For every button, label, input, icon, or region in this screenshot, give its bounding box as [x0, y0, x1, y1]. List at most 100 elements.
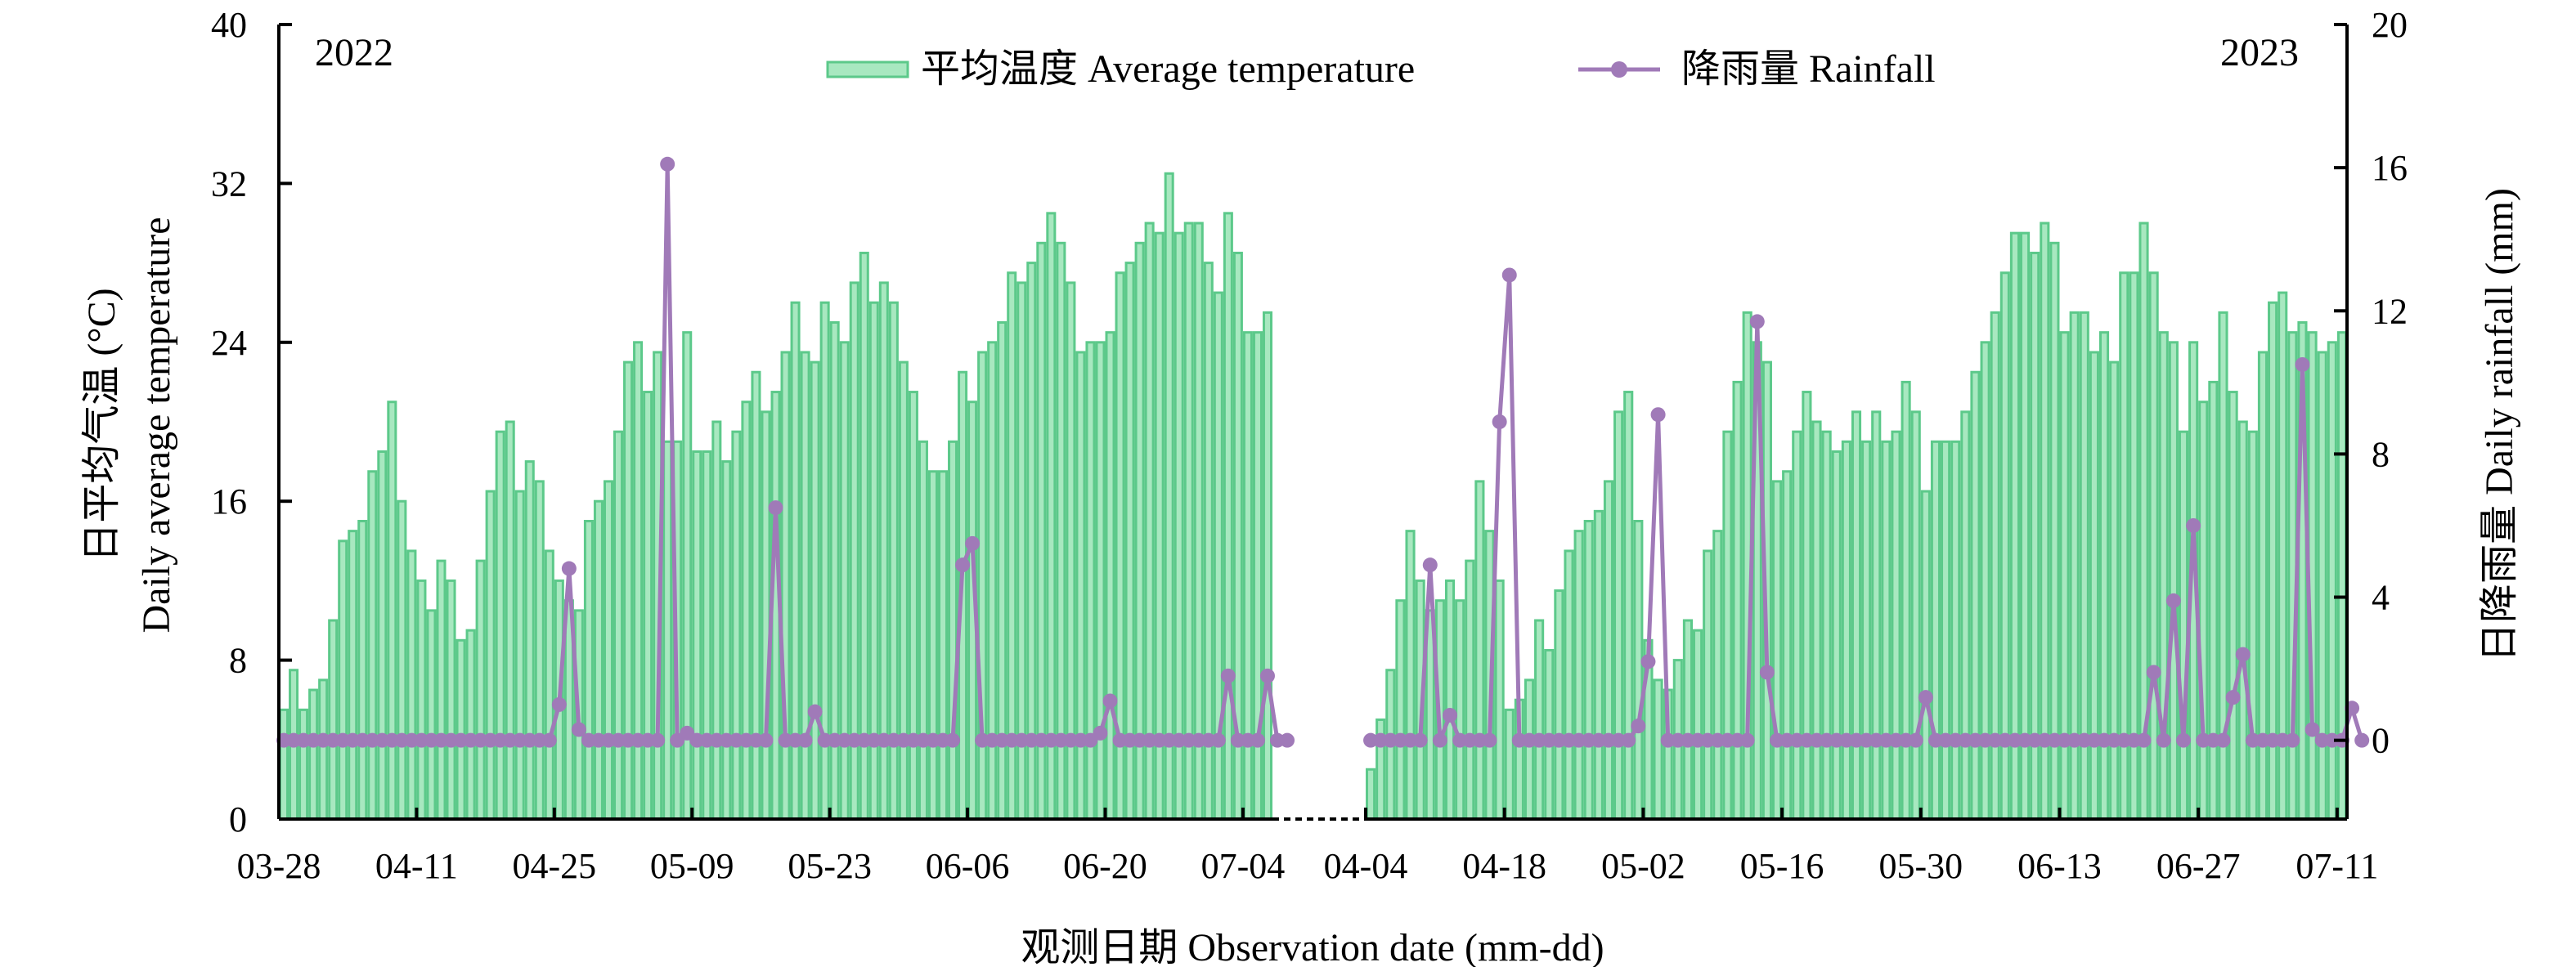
rainfall-point-2022-38 [650, 732, 666, 748]
temperature-bar-2022-0 [279, 708, 289, 821]
temperature-bar-2022-9 [367, 470, 378, 821]
rainfall-point-2022-30 [571, 722, 586, 737]
left-y-tick-label-1: 8 [229, 641, 247, 681]
rainfall-point-2022-69 [955, 557, 971, 573]
temperature-bar-2023-51 [1871, 410, 1882, 821]
temperature-bar-2022-48 [751, 370, 761, 821]
temperature-bar-2022-33 [603, 480, 614, 821]
temperature-bar-2022-87 [1134, 241, 1145, 821]
temperature-bar-2023-17 [1534, 619, 1545, 821]
temperature-bar-2022-27 [544, 549, 554, 821]
legend-rainfall-label: 降雨量 Rainfall [1681, 47, 1936, 91]
temperature-bar-2022-78 [1046, 212, 1057, 821]
temperature-bar-2023-82 [2178, 430, 2189, 821]
rainfall-point-2023-88 [2235, 647, 2251, 662]
temperature-bar-2022-91 [1174, 231, 1184, 821]
temperature-bar-2022-20 [475, 559, 486, 821]
temperature-bar-2022-35 [623, 360, 634, 821]
temperature-bar-2023-27 [1633, 520, 1644, 821]
temperature-bar-2022-6 [338, 539, 348, 821]
rainfall-point-2022-54 [807, 704, 823, 719]
temperature-bar-2023-85 [2208, 380, 2219, 821]
x-tick-label-2023-7: 07-11 [2296, 846, 2378, 886]
rainfall-point-2022-29 [561, 561, 577, 576]
temperature-bar-2022-2 [298, 708, 309, 821]
temperature-bar-2023-14 [1504, 708, 1515, 821]
temperature-bar-2023-19 [1554, 589, 1564, 821]
temperature-bar-2022-88 [1144, 222, 1155, 821]
left-axis-title-en: Daily average temperature [135, 217, 178, 633]
temperature-bar-2022-5 [328, 619, 339, 821]
rainfall-point-2023-95 [2304, 722, 2320, 737]
temperature-bar-2023-60 [1960, 410, 1971, 821]
temperature-bar-2023-49 [1851, 410, 1862, 821]
left-y-tick-label-4: 32 [211, 163, 247, 204]
rainfall-point-2023-14 [1501, 267, 1517, 283]
right-y-tick-label-4: 16 [2372, 148, 2408, 188]
temperature-bar-2022-22 [495, 430, 505, 821]
temperature-bar-2023-58 [1941, 440, 1951, 821]
temperature-bar-2022-54 [810, 360, 820, 821]
temperature-bar-2023-22 [1583, 520, 1594, 821]
temperature-bar-2023-20 [1564, 549, 1574, 821]
temperature-bar-2023-13 [1494, 579, 1505, 821]
temperature-bar-2022-44 [711, 420, 722, 821]
rainfall-point-2023-28 [1640, 654, 1656, 669]
x-tick-label-2023-5: 06-13 [2017, 846, 2102, 886]
temperature-bar-2023-84 [2198, 401, 2209, 821]
temperature-bar-2022-18 [456, 638, 466, 821]
temperature-bar-2022-31 [583, 520, 594, 821]
rainfall-point-2023-8 [1443, 708, 1458, 723]
x-tick-label-2022-6: 06-20 [1063, 846, 1147, 886]
rainfall-point-2023-55 [1908, 732, 1923, 748]
x-tick-label-2022-3: 05-09 [650, 846, 734, 886]
temperature-bar-2023-59 [1950, 440, 1961, 821]
x-tick-label-2022-1: 04-11 [375, 846, 458, 886]
temperature-bar-2022-53 [800, 351, 810, 821]
temperature-bar-2022-46 [731, 430, 742, 821]
temperature-bar-2023-73 [2089, 351, 2099, 821]
temperature-bar-2022-93 [1193, 222, 1204, 821]
temperature-bar-2023-37 [1732, 380, 1743, 821]
rainfall-point-2022-39 [660, 156, 675, 172]
rainfall-point-2023-39 [1749, 314, 1765, 329]
rainfall-point-2023-100 [2354, 732, 2370, 748]
temperature-bar-2022-64 [908, 391, 918, 821]
rainfall-point-2023-29 [1650, 407, 1666, 423]
temperature-bar-2022-21 [485, 490, 496, 821]
left-y-tick-label-0: 0 [229, 799, 247, 839]
right-y-tick-label-2: 8 [2372, 434, 2390, 474]
x-tick-label-2023-3: 05-16 [1740, 846, 1824, 886]
temperature-bar-2023-66 [2020, 231, 2031, 821]
temperature-bar-2023-29 [1653, 678, 1663, 821]
temperature-bar-2022-43 [702, 450, 712, 821]
rainfall-point-2022-99 [1250, 732, 1265, 748]
rainfall-point-2023-82 [2176, 732, 2191, 748]
rainfall-point-2023-78 [2136, 732, 2152, 748]
temperature-bar-2022-4 [318, 678, 329, 821]
temperature-bar-2023-55 [1910, 410, 1921, 821]
rainfall-point-2023-80 [2156, 732, 2171, 748]
rainfall-point-2022-95 [1210, 732, 1226, 748]
legend: 平均温度 Average temperature 降雨量 Rainfall [826, 47, 1936, 91]
temperature-bar-2023-96 [2317, 351, 2327, 821]
right-y-tick-label-5: 20 [2372, 5, 2408, 45]
temperature-bar-2022-16 [436, 559, 447, 821]
temperature-bar-2023-57 [1930, 440, 1941, 821]
temperature-bar-2023-50 [1861, 440, 1872, 821]
temperature-bar-2022-84 [1105, 331, 1115, 821]
temperature-bar-2022-32 [593, 499, 604, 821]
temperature-bar-2022-37 [643, 391, 653, 821]
temperature-bar-2023-65 [2009, 231, 2020, 821]
x-axis-title: 观测日期 Observation date (mm-dd) [1021, 926, 1604, 967]
temperature-bar-2022-83 [1095, 341, 1106, 821]
rainfall-point-2023-86 [2215, 732, 2231, 748]
temperature-bar-2023-43 [1792, 430, 1802, 821]
rainfall-point-2022-50 [768, 500, 783, 516]
temperature-bar-2023-21 [1573, 530, 1584, 821]
temperature-bar-2022-68 [948, 440, 958, 821]
rainfall-point-2022-28 [551, 696, 567, 712]
temperature-bar-2023-54 [1901, 380, 1911, 821]
temperature-bar-2022-26 [534, 480, 545, 821]
year-label-2022: 2022 [315, 31, 393, 74]
